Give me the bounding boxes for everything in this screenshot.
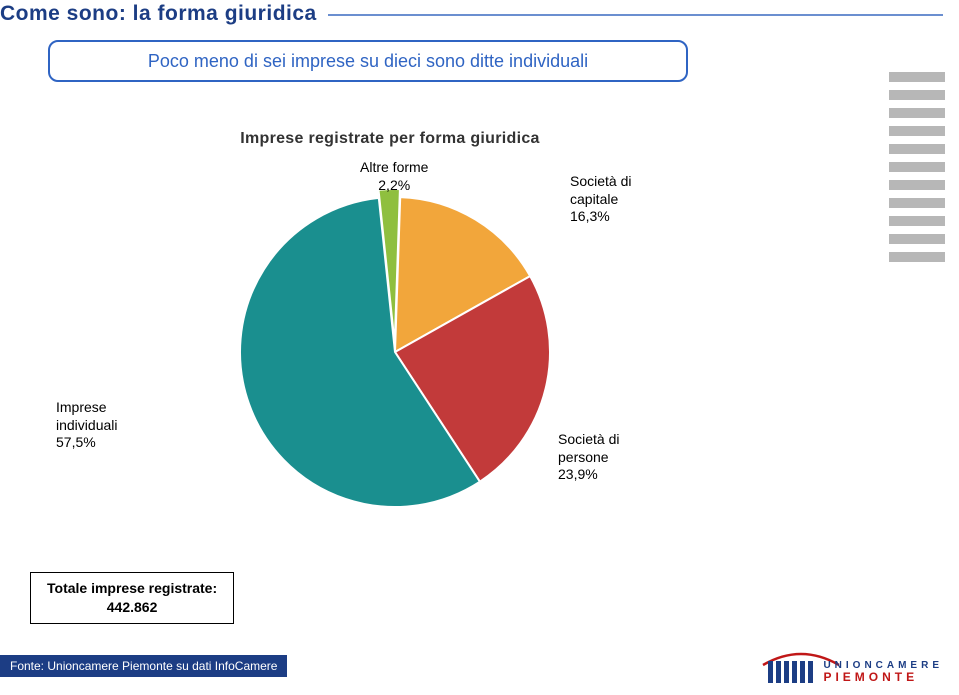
total-box: Totale imprese registrate: 442.862 [30,572,234,624]
subtitle-text: Poco meno di sei imprese su dieci sono d… [148,51,588,72]
title-rule [328,14,943,16]
slice-label-capitale: Società dicapitale16,3% [570,173,631,226]
page-title: Come sono: la forma giuridica [0,2,317,26]
chart-title: Imprese registrate per forma giuridica [0,130,780,148]
source-bar: Fonte: Unioncamere Piemonte su dati Info… [0,655,287,677]
pie-chart [230,187,560,517]
pie-svg [230,187,560,517]
subtitle-box: Poco meno di sei imprese su dieci sono d… [48,40,688,82]
slice-label-altre-forme: Altre forme2,2% [360,159,428,194]
total-line2: 442.862 [47,598,217,617]
right-decor-bars [889,72,945,262]
slice-label-persone: Società dipersone23,9% [558,431,619,484]
total-line1: Totale imprese registrate: [47,579,217,598]
slice-label-individuali: Impreseindividuali57,5% [56,399,117,452]
logo: UNIONCAMERE PIEMONTE [768,661,943,683]
logo-text: UNIONCAMERE PIEMONTE [823,661,943,683]
page: Come sono: la forma giuridica Poco meno … [0,0,959,695]
logo-bars-icon [768,661,813,683]
chart-area: Altre forme2,2% Società dicapitale16,3% … [50,155,750,585]
logo-piemonte: PIEMONTE [823,671,943,683]
